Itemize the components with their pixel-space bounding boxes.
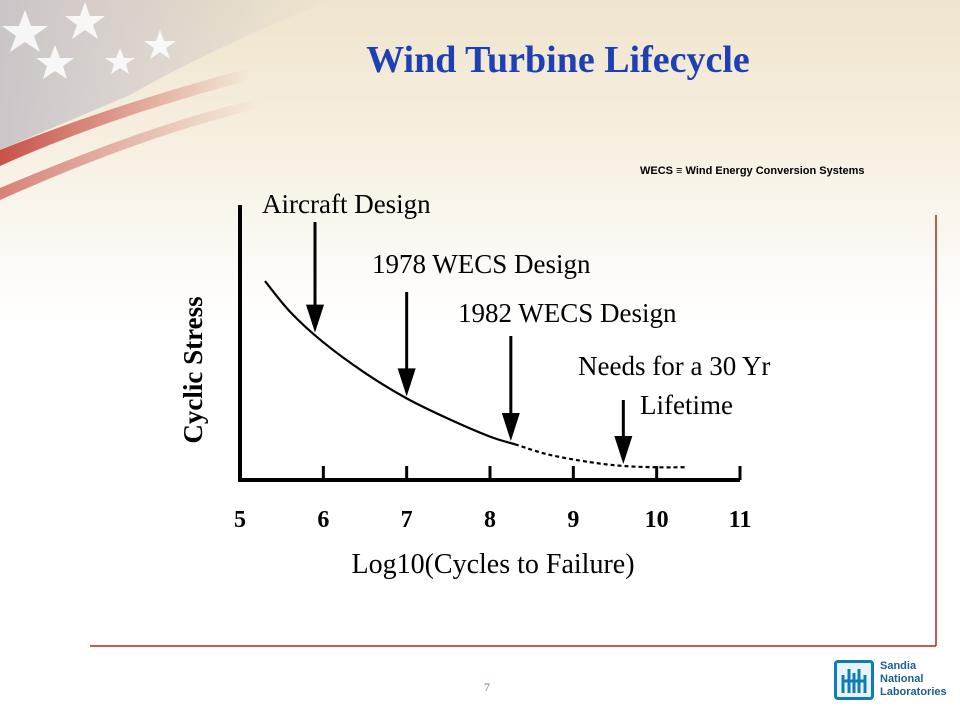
x-tick-label: 7 xyxy=(401,507,413,533)
star-decoration-icon xyxy=(2,2,176,79)
x-tick-label: 6 xyxy=(317,507,329,533)
sn-curve-line xyxy=(264,280,516,446)
page-title: Wind Turbine Lifecycle xyxy=(366,39,750,81)
x-tick-label: 10 xyxy=(645,507,669,533)
x-axis-label: Log10(Cycles to Failure) xyxy=(351,549,634,580)
x-tick-label: 9 xyxy=(567,507,579,533)
x-tick-label: 11 xyxy=(729,507,752,533)
y-axis-label: Cyclic Stress xyxy=(178,296,208,443)
x-tick-label: 5 xyxy=(234,507,246,533)
annotation-label: 1978 WECS Design xyxy=(372,249,591,279)
projected-curve-line xyxy=(514,443,686,469)
annotation-label: 1982 WECS Design xyxy=(458,298,677,328)
sandia-logo: Sandia National Laboratories xyxy=(834,658,947,706)
page-number: 7 xyxy=(484,680,490,694)
annotation-label: Aircraft Design xyxy=(262,189,431,219)
annotation-label: Needs for a 30 Yr xyxy=(578,351,770,381)
logo-line-2: National xyxy=(880,673,924,685)
annotation-arrow-head xyxy=(614,435,633,464)
sandia-thunderbird-icon xyxy=(834,660,874,700)
annotation-arrow-head xyxy=(306,304,324,333)
sandia-logo-text: Sandia National Laboratories xyxy=(880,660,947,699)
annotation-arrow-head xyxy=(397,368,416,397)
annotation-arrow-head xyxy=(501,413,520,442)
logo-line-3: Laboratories xyxy=(880,686,947,698)
annotation-label-line-2: Lifetime xyxy=(640,390,733,420)
wecs-footnote: WECS ≡ Wind Energy Conversion Systems xyxy=(640,165,865,177)
logo-line-1: Sandia xyxy=(880,660,917,672)
x-tick-label: 8 xyxy=(484,507,496,533)
